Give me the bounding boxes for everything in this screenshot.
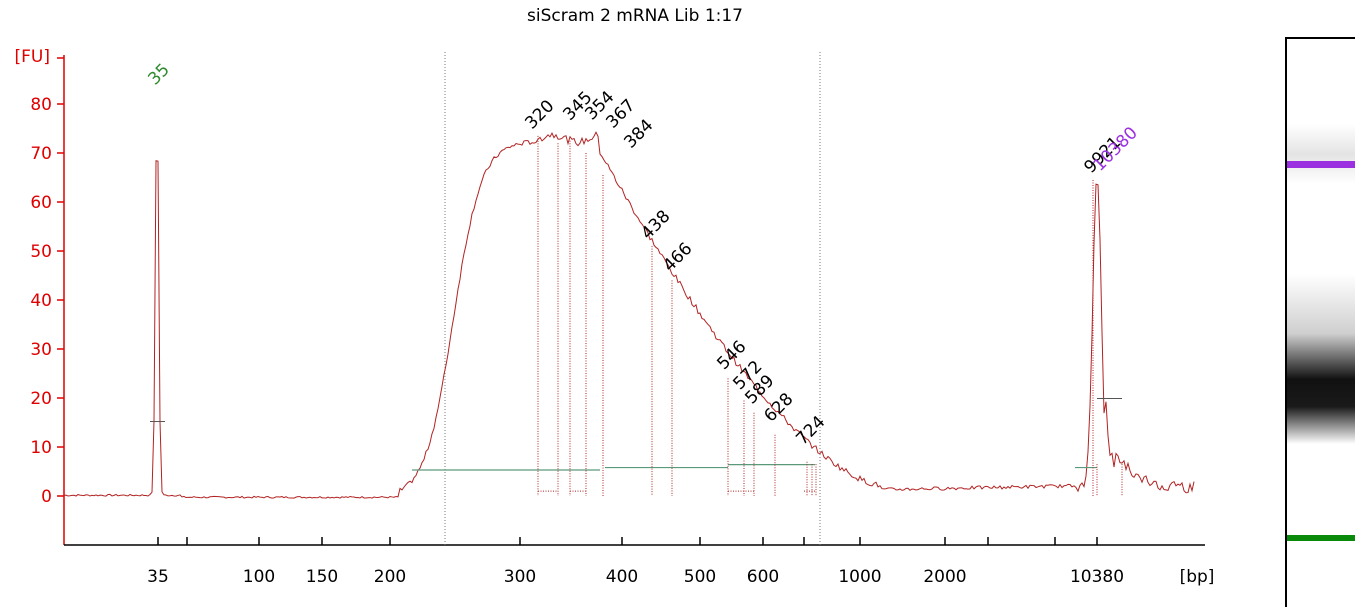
x-tick-label: 10380 (1070, 567, 1124, 587)
x-tick-label: 300 (504, 567, 536, 587)
gel-lane (1285, 37, 1355, 607)
y-tick-label: 30 (30, 340, 52, 360)
x-tick-label: 400 (606, 567, 638, 587)
x-tick-label: 1000 (838, 567, 881, 587)
y-tick-label: 40 (30, 291, 52, 311)
y-tick-label: 50 (30, 242, 52, 262)
gel-image (1287, 124, 1355, 541)
peak-label: 724 (792, 412, 829, 449)
electropherogram-plot: 0 10 20 30 40 50 60 70 80 [FU] 35 100 150 200 300 400 50… (15, 47, 1215, 587)
x-tick-label: 200 (374, 567, 406, 587)
electropherogram-trace (63, 131, 1195, 499)
x-axis-label: [bp] (1180, 567, 1215, 587)
x-tick-label: 500 (684, 567, 716, 587)
lower-marker-label: 35 (144, 60, 173, 89)
peak-droplines (537, 135, 1123, 496)
gel-lower-marker-band (1287, 535, 1355, 541)
y-tick-label: 10 (30, 438, 52, 458)
y-axis-label: [FU] (15, 47, 51, 67)
y-tick-label: 70 (30, 144, 52, 164)
x-tick-label: 150 (306, 567, 338, 587)
x-tick-label: 2000 (923, 567, 966, 587)
y-tick-label: 80 (30, 95, 52, 115)
y-tick-label: 0 (41, 487, 52, 507)
peak-label: 320 (521, 96, 558, 133)
x-tick-label: 35 (147, 567, 169, 587)
gel-smear (1287, 274, 1355, 444)
x-tick-label: 600 (747, 567, 779, 587)
gel-haze (1287, 124, 1355, 184)
x-tick-label: 100 (243, 567, 275, 587)
y-tick-label: 20 (30, 389, 52, 409)
peak-label: 466 (659, 239, 696, 276)
gel-upper-marker-band (1287, 161, 1355, 168)
chart-title: siScram 2 mRNA Lib 1:17 (527, 6, 743, 26)
y-tick-label: 60 (30, 193, 52, 213)
peak-label: 438 (637, 207, 674, 244)
